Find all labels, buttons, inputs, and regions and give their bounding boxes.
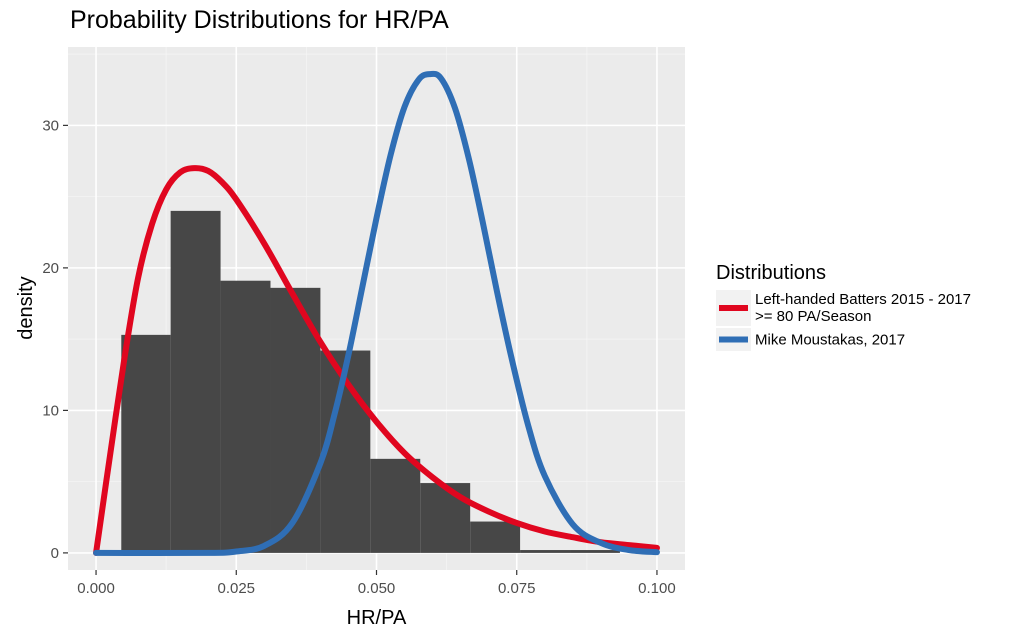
density-lines	[93, 70, 660, 557]
histogram-bar	[220, 280, 271, 553]
histogram-bar	[570, 550, 620, 553]
x-tick-label: 0.100	[638, 580, 676, 597]
series-line-left-handed-batters	[93, 165, 660, 556]
y-tick-label: 30	[42, 117, 59, 134]
x-tick-label: 0.050	[358, 580, 396, 597]
histogram-bar	[470, 521, 521, 553]
y-axis: 0 10 20 30	[42, 117, 68, 562]
histogram-bar	[420, 483, 471, 553]
chart-title: Probability Distributions for HR/PA	[70, 6, 449, 34]
histogram-bar	[170, 210, 221, 553]
histogram	[121, 210, 620, 553]
x-tick-label: 0.000	[77, 580, 115, 597]
legend-title: Distributions	[716, 262, 826, 284]
x-tick-label: 0.025	[217, 580, 255, 597]
histogram-bar	[121, 334, 171, 553]
legend-label: Left-handed Batters 2015 - 2017	[755, 291, 971, 308]
legend: Distributions Left-handed Batters 2015 -…	[716, 262, 971, 351]
y-tick-label: 20	[42, 260, 59, 277]
legend-label: >= 80 PA/Season	[755, 308, 871, 325]
y-tick-label: 10	[42, 402, 59, 419]
x-axis: 0.000 0.025 0.050 0.075 0.100	[77, 570, 676, 597]
histogram-bar	[520, 550, 571, 553]
histogram-bar	[370, 458, 421, 553]
x-axis-title: HR/PA	[347, 607, 407, 629]
x-tick-label: 0.075	[498, 580, 536, 597]
legend-label: Mike Moustakas, 2017	[755, 332, 905, 349]
series-line-mike-moustakas	[93, 70, 660, 557]
y-axis-title: density	[15, 276, 37, 339]
y-tick-label: 0	[51, 545, 59, 562]
